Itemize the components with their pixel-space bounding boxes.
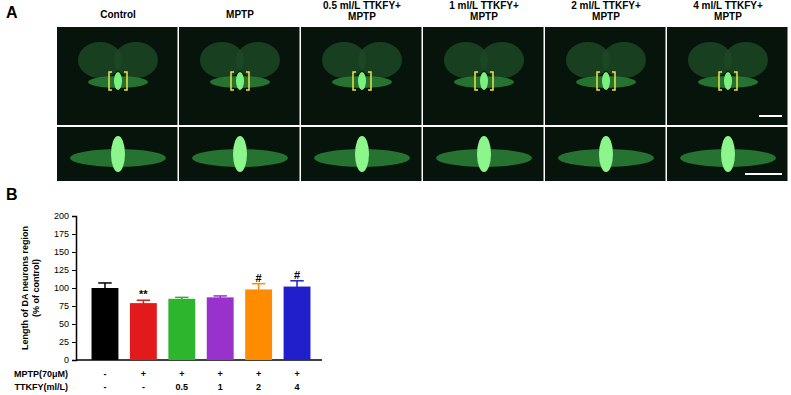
image-title: 0.5 ml/L TTKFY+MPTP [323,0,401,22]
image-title-line: MPTP [714,11,742,22]
category-row-value: 1 [218,382,223,392]
bar [207,297,234,360]
y-tick-label: 50 [59,319,69,329]
category-label: MPTP(70μM) [14,369,68,379]
image-title: 2 ml/L TTKFY+MPTP [571,0,641,22]
y-axis-title-line: (% of control) [31,259,41,317]
x-tick-label: + [141,369,146,379]
y-tick: 150 [54,247,76,257]
category-row-value: - [142,382,145,392]
category-row-label: TTKFY(ml/L) [15,382,69,392]
y-tick: 200 [54,211,76,221]
x-tick-label: + [294,369,299,379]
x-tick: + [294,369,299,379]
y-tick: 100 [54,283,76,293]
y-tick-label: 150 [54,247,69,257]
significance-mark: # [256,272,262,284]
y-tick-label: 125 [54,265,69,275]
y-tick: 50 [59,319,76,329]
y-tick-mark [72,306,76,307]
bar [245,289,272,360]
y-tick-mark [72,324,76,325]
y-tick-mark [72,360,76,361]
y-axis-title-line: Length of DA neurons region [20,226,30,350]
category-row-value: 2 [256,382,261,392]
y-tick-mark [72,288,76,289]
image-title-line: Control [100,9,136,20]
y-tick-label: 175 [54,229,69,239]
image-title-line: MPTP [348,11,376,22]
y-tick-label: 200 [54,211,69,221]
image-title-line: 2 ml/L TTKFY+ [571,0,641,11]
y-tick: 75 [59,301,76,311]
image-title-line: MPTP [226,9,254,20]
x-tick: + [179,369,184,379]
image-title: 1 ml/L TTKFY+MPTP [449,0,519,22]
plot-area [92,281,311,360]
category-row-value: 4 [295,382,300,392]
image-title-line: MPTP [592,11,620,22]
micrograph [423,27,544,181]
significance-mark: ** [139,288,148,300]
x-tick: + [141,369,146,379]
micrograph [179,27,300,181]
bar [284,287,311,360]
y-tick-mark [72,342,76,343]
image-title-line: 4 ml/L TTKFY+ [693,0,763,11]
micrograph [57,27,178,181]
panel-label: A [6,4,18,21]
error-bar [213,296,226,299]
bar [168,299,195,360]
y-axis-line [72,217,77,361]
y-tick-mark [72,270,76,271]
image-title-line: MPTP [470,11,498,22]
bar [92,288,119,360]
y-tick-label: 75 [59,301,69,311]
image-title-line: 0.5 ml/L TTKFY+ [323,0,401,11]
significance-mark: # [294,269,300,281]
y-tick: 0 [64,355,76,365]
y-tick: 175 [54,229,76,239]
x-tick-label: + [179,369,184,379]
error-bar [290,281,303,293]
y-tick-label: 25 [59,337,69,347]
x-tick: - [103,369,106,379]
error-bar [175,297,188,300]
error-bar [252,284,265,296]
x-axis: - + + + + + [76,360,322,379]
micrograph [301,27,422,181]
micrograph [545,27,666,181]
category-row-value: - [103,382,106,392]
y-tick: 25 [59,337,76,347]
y-tick-mark [72,216,76,217]
y-tick-mark [72,234,76,235]
image-title-line: 1 ml/L TTKFY+ [449,0,519,11]
y-tick: 125 [54,265,76,275]
panel-label: B [6,186,18,203]
x-tick: + [256,369,261,379]
x-tick: + [218,369,223,379]
x-tick-label: + [256,369,261,379]
x-tick-label: + [218,369,223,379]
error-bar [137,300,150,306]
image-title: Control [100,9,136,20]
x-tick-label: - [103,369,106,379]
y-axis-title: Length of DA neurons region(% of control… [20,226,41,350]
micrograph [667,27,788,181]
error-bar [98,283,111,293]
y-tick-label: 0 [64,355,69,365]
image-title: MPTP [226,9,254,20]
image-title: 4 ml/L TTKFY+MPTP [693,0,763,22]
y-tick-mark [72,252,76,253]
category-row-value: 0.5 [176,382,189,392]
y-axis: 0 25 50 75 100 125 150 175 200 [54,211,77,365]
bar [130,303,157,360]
y-tick-label: 100 [54,283,69,293]
